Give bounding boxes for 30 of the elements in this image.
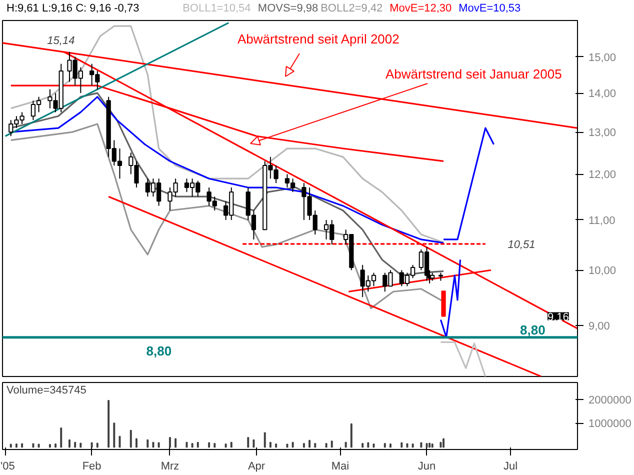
x-tick-label: '05: [0, 460, 15, 472]
y-tick-label: 2000000: [588, 394, 632, 406]
y-tick-label: 13,00: [588, 127, 616, 140]
x-tick-label: Mrz: [160, 460, 180, 472]
y-tick-label: 11,00: [588, 214, 616, 227]
chart-title: Volume=345745: [6, 384, 86, 396]
annotation: 10,51: [508, 238, 536, 251]
text: MovE=12,30: [390, 2, 452, 14]
y-tick-label: 14,00: [588, 88, 616, 100]
ref-line-label: 8,80: [520, 322, 546, 338]
x-tick-label: Feb: [82, 460, 102, 472]
y-tick-label: 12,00: [588, 169, 616, 182]
text: 8,80: [146, 343, 172, 358]
x-tick-label: Jul: [503, 460, 518, 472]
text: BOLL1=10,54: [182, 2, 251, 14]
y-tick-label: 1000000: [588, 418, 632, 430]
x-tick-label: Jun: [418, 460, 436, 472]
text: BOLL2=9,42: [320, 2, 383, 14]
text: MovE=10,53: [458, 2, 521, 14]
x-tick-label: Mai: [331, 460, 350, 472]
chart-title: H:9,61 L:9,16 C: 9,16 -0,73: [6, 2, 140, 14]
annotation: Abwärtstrend seit Januar 2005: [386, 66, 562, 82]
y-tick-label: 15,00: [588, 52, 616, 64]
y-tick-label: 10,00: [588, 265, 616, 278]
annotation: Abwärtstrend seit April 2002: [238, 32, 400, 46]
annotation: 15,14: [47, 35, 75, 48]
annotation: 9,16: [548, 311, 569, 324]
text: MOVS=9,98: [258, 2, 318, 14]
x-tick-label: Apr: [248, 460, 266, 472]
y-tick-label: 9,00: [588, 320, 610, 333]
